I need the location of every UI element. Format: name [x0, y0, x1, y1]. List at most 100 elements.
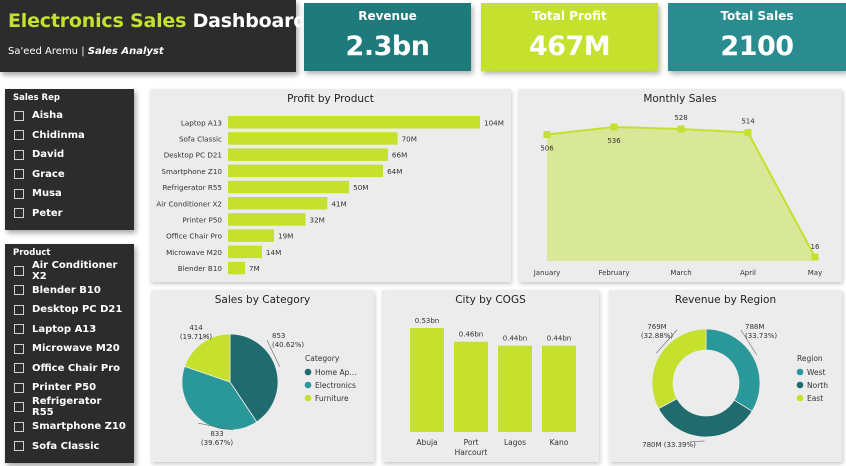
checkbox[interactable] — [14, 304, 24, 315]
leader-line-west — [740, 329, 757, 355]
legend-label-furniture: Furniture — [315, 394, 349, 403]
option-label: Refrigerator R55 — [32, 396, 102, 419]
bar-laptop-a13 — [228, 116, 480, 129]
slice-pct-label-furniture: (19.71%) — [180, 333, 212, 341]
kpi-card-revenue[interactable]: Revenue 2.3bn — [304, 3, 471, 71]
x-tick-march: March — [670, 269, 691, 277]
option-label: Sofa Classic — [32, 440, 100, 452]
title-card: Electronics Sales Dashboard Sa'eed Aremu… — [0, 0, 307, 72]
slicer-option-desktop-pc-d21[interactable]: Desktop PC D21 — [13, 300, 126, 320]
x-tick-port-harcourt-1: Harcourt — [455, 448, 488, 457]
checkbox[interactable] — [14, 382, 24, 393]
slicer-option-laptop-a13[interactable]: Laptop A13 — [13, 320, 126, 340]
bar-port-harcourt — [454, 341, 488, 432]
bar-value-label-lagos: 0.44bn — [503, 335, 527, 343]
slicer-option-smartphone-z10[interactable]: Smartphone Z10 — [13, 417, 126, 437]
bar-category-label-microwave-m20: Microwave M20 — [166, 248, 222, 257]
bar-category-label-laptop-a13: Laptop A13 — [181, 118, 222, 127]
kpi-value: 2100 — [720, 31, 794, 62]
checkbox[interactable] — [14, 130, 24, 141]
kpi-label: Total Profit — [532, 9, 607, 23]
legend-label-home-ap: Home Ap... — [315, 368, 357, 377]
option-label: Chidinma — [32, 129, 85, 141]
bar-value-label-port-harcourt: 0.46bn — [459, 331, 483, 339]
point-january — [543, 131, 551, 138]
slice-value-label-electronics: 833 — [210, 430, 223, 438]
x-tick-february: February — [598, 269, 629, 277]
bar-desktop-pc-d21 — [228, 148, 388, 161]
kpi-card-total-sales[interactable]: Total Sales 2100 — [668, 3, 846, 71]
slicer-option-printer-p50[interactable]: Printer P50 — [13, 378, 126, 398]
leader-line-east — [655, 329, 678, 354]
checkbox[interactable] — [14, 343, 24, 354]
checkbox[interactable] — [14, 265, 24, 276]
slicer-option-sofa-classic[interactable]: Sofa Classic — [13, 437, 126, 457]
bar-value-label-abuja: 0.53bn — [415, 317, 439, 325]
option-label: Smartphone Z10 — [32, 421, 126, 433]
leader-line-north — [688, 440, 705, 443]
bar-value-label-sofa-classic: 70M — [402, 134, 417, 143]
profit-by-product-chart[interactable]: Profit by Product Laptop A13 104M Sofa Cla… — [150, 89, 511, 282]
option-label: Air Conditioner X2 — [32, 259, 118, 282]
slicer-option-office-chair-pro[interactable]: Office Chair Pro — [13, 359, 126, 379]
bar-category-label-smartphone-z10: Smartphone Z10 — [161, 167, 222, 176]
bar-value-label-laptop-a13: 104M — [484, 118, 504, 127]
point-label-january: 506 — [540, 145, 554, 153]
bar-category-label-refrigerator-r55: Refrigerator R55 — [162, 183, 222, 192]
point-february — [610, 123, 618, 131]
legend-label-west: West — [807, 368, 825, 377]
kpi-value: 2.3bn — [345, 31, 430, 62]
option-label: Musa — [32, 188, 62, 200]
checkbox[interactable] — [14, 441, 24, 452]
kpi-card-total-profit[interactable]: Total Profit 467M — [481, 3, 658, 71]
slicer-option-aisha[interactable]: Aisha — [13, 106, 126, 126]
point-march — [677, 125, 685, 133]
point-label-april: 514 — [741, 118, 755, 126]
slicer-option-blender-b10[interactable]: Blender B10 — [13, 281, 126, 301]
checkbox[interactable] — [14, 421, 24, 432]
checkbox[interactable] — [14, 402, 24, 413]
checkbox[interactable] — [14, 324, 24, 335]
monthly-sales-chart[interactable]: Monthly Sales 506 January 536 February 528 Ma… — [518, 89, 842, 282]
slicer-option-peter[interactable]: Peter — [13, 204, 126, 224]
slicer-option-air-conditioner-x2[interactable]: Air Conditioner X2 — [13, 259, 126, 282]
slicer-title: Product — [13, 248, 51, 258]
bar-category-label-printer-p50: Printer P50 — [182, 215, 222, 224]
bar-value-label-air-conditioner-x2: 41M — [331, 199, 346, 208]
author-line: Sa'eed Aremu | Sales Analyst — [8, 46, 164, 57]
checkbox[interactable] — [14, 285, 24, 296]
x-tick-port-harcourt-0: Port — [464, 438, 479, 447]
bar-value-label-desktop-pc-d21: 66M — [392, 151, 407, 160]
bar-blender-b10 — [228, 261, 245, 275]
chart-title: Profit by Product — [287, 93, 374, 105]
slice-value-label-home-ap: 853 — [272, 332, 285, 340]
bar-value-label-printer-p50: 32M — [310, 215, 325, 224]
slicer-option-chidinma[interactable]: Chidinma — [13, 126, 126, 146]
slicer-option-david[interactable]: David — [13, 145, 126, 165]
revenue-by-region-chart[interactable]: Revenue by Region 788M (33.73%) 780M (33.3… — [609, 290, 842, 462]
checkbox[interactable] — [14, 169, 24, 180]
kpi-value: 467M — [528, 31, 611, 62]
bar-smartphone-z10 — [228, 164, 384, 178]
checkbox[interactable] — [14, 110, 24, 121]
checkbox[interactable] — [14, 188, 24, 199]
option-label: Office Chair Pro — [32, 362, 121, 374]
bar-category-label-blender-b10: Blender B10 — [178, 264, 223, 273]
slicer-option-microwave-m20[interactable]: Microwave M20 — [13, 339, 126, 359]
option-label: Laptop A13 — [32, 323, 97, 335]
option-label: Peter — [32, 207, 63, 219]
slicer-option-grace[interactable]: Grace — [13, 165, 126, 185]
slice-value-label-west: 788M — [745, 323, 764, 331]
checkbox[interactable] — [14, 208, 24, 219]
checkbox[interactable] — [14, 363, 24, 374]
kpi-label: Revenue — [358, 9, 417, 23]
checkbox[interactable] — [14, 149, 24, 160]
sales-by-category-chart[interactable]: Sales by Category 853 (40.62%) 833 (39.67%)… — [151, 290, 374, 462]
slicer-option-musa[interactable]: Musa — [13, 184, 126, 204]
title-rest: Dashboard — [192, 10, 307, 32]
option-label: Microwave M20 — [32, 343, 120, 355]
slicer-option-refrigerator-r55[interactable]: Refrigerator R55 — [13, 396, 126, 419]
legend-title: Region — [797, 354, 823, 363]
slice-west — [705, 328, 761, 412]
city-by-cogs-chart[interactable]: City by COGS 0.53bn Abuja 0.46bn Port Harcou… — [382, 290, 599, 462]
